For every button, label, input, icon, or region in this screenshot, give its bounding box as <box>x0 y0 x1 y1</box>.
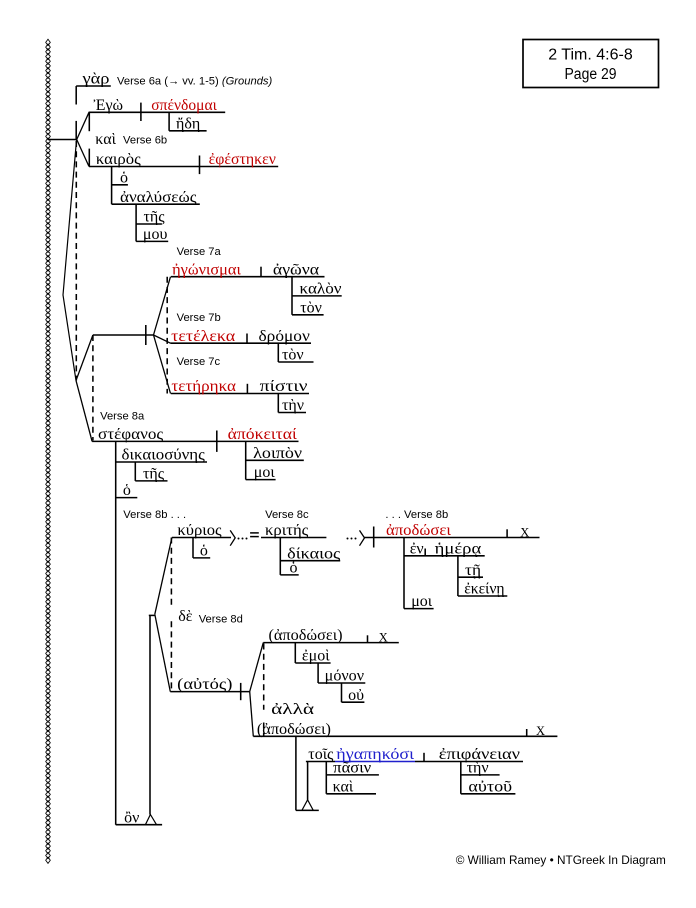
svg-text:τῇ: τῇ <box>465 562 481 579</box>
svg-text:τὴν: τὴν <box>282 397 304 414</box>
svg-text:Verse 7c: Verse 7c <box>177 356 221 368</box>
svg-text:ἐκείνῃ: ἐκείνῃ <box>464 581 504 598</box>
svg-text:οὐ: οὐ <box>348 687 364 704</box>
svg-text:Verse 6a (→ vv. 1-5) (Grounds: Verse 6a (→ vv. 1-5) (Grounds) <box>117 75 273 87</box>
svg-text:(ἀποδώσει): (ἀποδώσει) <box>269 627 343 644</box>
svg-text:τετήρηκα: τετήρηκα <box>171 378 236 395</box>
svg-text:Verse 8c: Verse 8c <box>265 509 309 521</box>
svg-text:X: X <box>520 526 529 540</box>
svg-text:πίστιν: πίστιν <box>260 378 308 395</box>
svg-text:ὁ: ὁ <box>200 543 208 560</box>
svg-text:ἀγῶνα: ἀγῶνα <box>273 261 320 278</box>
svg-text:Verse 8b . . .: Verse 8b . . . <box>123 509 186 521</box>
svg-text:ἀλλὰ: ἀλλὰ <box>271 701 315 718</box>
svg-text:Verse 7b: Verse 7b <box>177 312 221 324</box>
svg-text:Ἐγὼ: Ἐγὼ <box>94 97 124 114</box>
svg-text:ἠγώνισμαι: ἠγώνισμαι <box>172 261 242 278</box>
svg-text:ἐν: ἐν <box>410 540 424 557</box>
svg-text:ὁ: ὁ <box>290 560 298 577</box>
svg-text:ἐμοὶ: ἐμοὶ <box>302 648 330 665</box>
svg-text:ἀποδώσει: ἀποδώσει <box>386 522 452 539</box>
svg-text:γὰρ: γὰρ <box>81 71 109 88</box>
svg-text:ἐπιφάνειαν: ἐπιφάνειαν <box>439 746 520 763</box>
svg-text:μόνον: μόνον <box>325 668 364 685</box>
svg-text:καιρὸς: καιρὸς <box>96 151 141 168</box>
svg-text:. . . Verse 8b: . . . Verse 8b <box>385 509 448 521</box>
svg-text:ὁ: ὁ <box>123 482 131 499</box>
svg-text:αὐτοῦ: αὐτοῦ <box>468 778 512 795</box>
svg-text:κύριος: κύριος <box>177 522 222 539</box>
svg-text:Verse 8d: Verse 8d <box>199 613 243 625</box>
svg-text:(ἀποδώσει): (ἀποδώσει) <box>257 721 331 738</box>
svg-text:μοι: μοι <box>411 593 433 610</box>
svg-text:δικαιοσύνης: δικαιοσύνης <box>122 447 206 464</box>
svg-text:Page 29: Page 29 <box>565 66 617 83</box>
svg-text:ἀπόκειταί: ἀπόκειταί <box>228 426 298 443</box>
svg-text:Verse 7a: Verse 7a <box>177 246 222 258</box>
svg-text:(αὐτός): (αὐτός) <box>177 676 232 693</box>
svg-text:ὂν: ὂν <box>124 809 139 826</box>
svg-text:τετέλεκα: τετέλεκα <box>171 328 236 345</box>
svg-text:καλὸν: καλὸν <box>300 281 342 298</box>
svg-text:ἀναλύσεώς: ἀναλύσεώς <box>120 189 197 206</box>
svg-text:X: X <box>536 724 545 738</box>
svg-text:τῆς: τῆς <box>144 209 166 226</box>
svg-text:Verse 8a: Verse 8a <box>100 410 145 422</box>
svg-text:τὸν: τὸν <box>300 299 322 316</box>
svg-text:ὁ: ὁ <box>120 169 128 186</box>
svg-text:καὶ: καὶ <box>95 131 116 148</box>
svg-text:Verse 6b: Verse 6b <box>123 134 167 146</box>
svg-text:© William Ramey • NTGreek In D: © William Ramey • NTGreek In Diagram <box>456 853 666 867</box>
svg-text:ἡμέρᾳ: ἡμέρᾳ <box>435 540 482 557</box>
svg-text:μου: μου <box>143 226 168 243</box>
svg-text:ἠγαπηκόσι: ἠγαπηκόσι <box>336 746 414 763</box>
svg-text:δρόμον: δρόμον <box>259 328 310 345</box>
svg-text:καὶ: καὶ <box>333 778 354 795</box>
svg-text:τὴν: τὴν <box>467 760 489 777</box>
svg-text:δὲ: δὲ <box>178 608 193 625</box>
svg-text:πᾶσιν: πᾶσιν <box>333 760 371 777</box>
svg-text:σπένδομαι: σπένδομαι <box>151 97 217 114</box>
svg-text:2 Tim. 4:6-8: 2 Tim. 4:6-8 <box>548 47 633 64</box>
svg-text:τὸν: τὸν <box>282 347 304 364</box>
svg-text:δίκαιος: δίκαιος <box>287 545 341 562</box>
svg-text:κριτής: κριτής <box>265 522 309 539</box>
svg-text:ἐφέστηκεν: ἐφέστηκεν <box>209 151 276 168</box>
svg-text:τοῖς: τοῖς <box>308 746 334 763</box>
svg-text:λοιπὸν: λοιπὸν <box>253 445 302 462</box>
svg-text:μοι: μοι <box>254 464 276 481</box>
svg-text:X: X <box>379 631 388 645</box>
svg-text:τῆς: τῆς <box>143 466 165 483</box>
svg-text:ἤδη: ἤδη <box>176 115 200 132</box>
svg-text:στέφανος: στέφανος <box>98 426 164 443</box>
